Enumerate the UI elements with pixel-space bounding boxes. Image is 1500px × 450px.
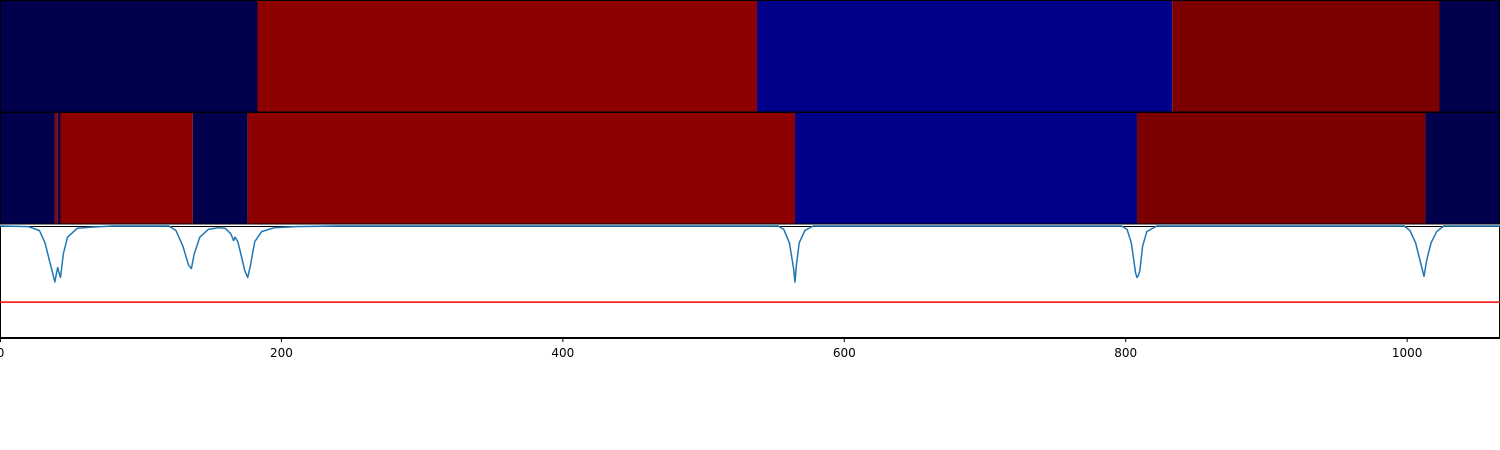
line-panel [0,225,1500,338]
track-2-segment-5 [192,113,248,224]
x-tick-label: 400 [551,346,574,360]
track-1-segment-4 [1172,1,1440,112]
line-panel-frame [0,226,1500,338]
x-tick-label: 600 [833,346,856,360]
track-2-segment-4 [60,113,193,224]
x-axis: 0 200 400 600 800 1000 [0,338,1500,360]
track-2-segment-6 [247,113,796,224]
x-tick-label: 0 [0,346,4,360]
series-line [0,225,1500,283]
track-1-segment-1 [0,1,258,112]
x-tick-label: 1000 [1392,346,1423,360]
track-1-segment-5 [1439,1,1500,112]
track-2-segment-1 [0,113,55,224]
x-tick-label: 800 [1114,346,1137,360]
track-2-segment-9 [1425,113,1500,224]
track-1-segment-3 [757,1,1173,112]
x-tick-label: 200 [270,346,293,360]
track-1 [0,0,1500,113]
track-1-segment-2 [257,1,758,112]
track-2 [0,112,1500,225]
track-2-segment-3 [57,113,61,224]
track-2-segment-8 [1136,113,1426,224]
track-2-segment-7 [795,113,1137,224]
segmentation-tracks [0,0,1500,225]
track-2-segment-2 [54,113,58,224]
